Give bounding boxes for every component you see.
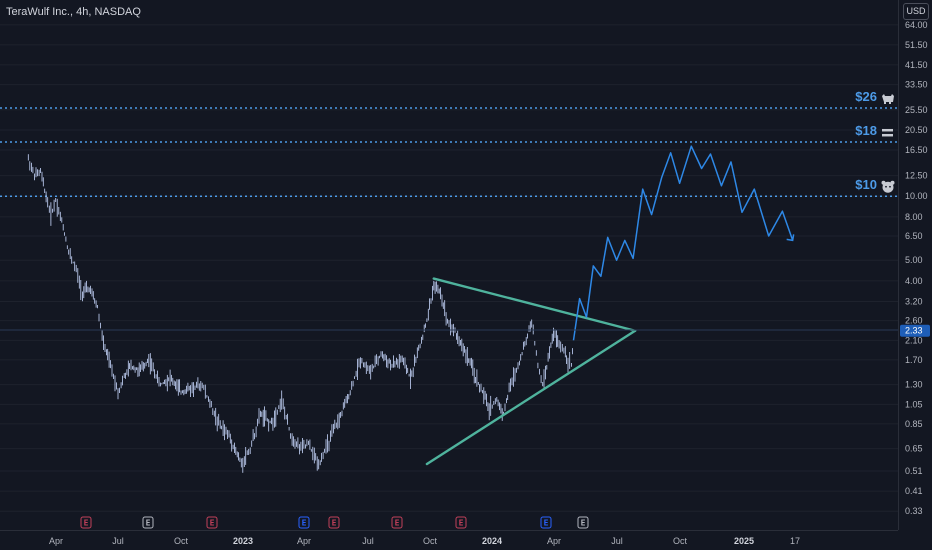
earnings-event-marker[interactable]: E bbox=[80, 516, 92, 529]
price-level-label: $10 bbox=[855, 177, 877, 192]
earnings-event-marker[interactable]: E bbox=[298, 516, 310, 529]
earnings-event-marker[interactable]: E bbox=[391, 516, 403, 529]
price-axis-label: 3.20 bbox=[905, 296, 923, 306]
earnings-event-marker[interactable]: E bbox=[206, 516, 218, 529]
time-axis-label: 2023 bbox=[233, 536, 253, 546]
earnings-event-letter: E bbox=[146, 519, 151, 528]
earnings-event-letter: E bbox=[332, 519, 337, 528]
equals-icon bbox=[882, 128, 893, 137]
earnings-event-marker[interactable]: E bbox=[540, 516, 552, 529]
price-level-label: $26 bbox=[855, 89, 877, 104]
time-axis-label: Apr bbox=[547, 536, 561, 546]
earnings-event-marker[interactable]: E bbox=[577, 516, 589, 529]
time-axis-label: Apr bbox=[49, 536, 63, 546]
price-axis-label: 12.50 bbox=[905, 171, 928, 181]
price-axis-label: 25.50 bbox=[905, 105, 928, 115]
triangle-lower-line[interactable] bbox=[425, 329, 637, 466]
price-axis-label: 1.70 bbox=[905, 355, 923, 365]
projection-arrowhead bbox=[786, 234, 795, 242]
earnings-event-letter: E bbox=[544, 519, 549, 528]
price-axis-label: 0.85 bbox=[905, 419, 923, 429]
price-axis-label: 0.51 bbox=[905, 466, 923, 476]
price-axis-label: 6.50 bbox=[905, 231, 923, 241]
projection-line[interactable] bbox=[572, 145, 794, 341]
price-axis-label: 4.00 bbox=[905, 276, 923, 286]
candlestick-series bbox=[27, 154, 573, 473]
price-axis-label: 5.00 bbox=[905, 255, 923, 265]
projection-path-drawing[interactable] bbox=[572, 145, 795, 341]
price-axis-label: 1.30 bbox=[905, 380, 923, 390]
time-axis-label: 2025 bbox=[734, 536, 754, 546]
price-axis-label: 1.05 bbox=[905, 399, 923, 409]
price-levels: $26 $18 $10 bbox=[0, 89, 898, 197]
time-axis-label: Jul bbox=[611, 536, 623, 546]
earnings-event-marker[interactable]: E bbox=[455, 516, 467, 529]
price-axis-label: 41.50 bbox=[905, 60, 928, 70]
price-axis-label: 0.33 bbox=[905, 506, 923, 516]
time-axis-label: Oct bbox=[174, 536, 189, 546]
price-axis-label: 2.10 bbox=[905, 335, 923, 345]
price-level-label: $18 bbox=[855, 123, 877, 138]
time-axis-label: Oct bbox=[673, 536, 688, 546]
symmetrical-triangle-drawing[interactable] bbox=[425, 277, 637, 466]
time-axis-label: Jul bbox=[362, 536, 374, 546]
earnings-event-letter: E bbox=[395, 519, 400, 528]
earnings-event-letter: E bbox=[459, 519, 464, 528]
price-axis-label: 33.50 bbox=[905, 80, 928, 90]
current-price-tag bbox=[900, 324, 930, 337]
price-axis-label: 0.41 bbox=[905, 486, 923, 496]
price-axis-label: 16.50 bbox=[905, 145, 928, 155]
time-axis-label: Jul bbox=[112, 536, 124, 546]
price-axis[interactable]: 64.00 51.50 41.50 33.50 25.50 20.50 16.50 12.50… bbox=[898, 0, 931, 530]
earnings-event-letter: E bbox=[581, 519, 586, 528]
earnings-event-letter: E bbox=[210, 519, 215, 528]
earnings-event-marker[interactable]: E bbox=[328, 516, 340, 529]
time-axis-label: Oct bbox=[423, 536, 438, 546]
price-axis-label: 8.00 bbox=[905, 212, 923, 222]
bull-icon bbox=[882, 94, 894, 105]
time-axis-label: 17 bbox=[790, 536, 800, 546]
time-axis-label: Apr bbox=[297, 536, 311, 546]
currency-button[interactable]: USD bbox=[903, 3, 929, 20]
time-axis[interactable]: Apr Jul Oct 2023 Apr Jul Oct 2024 Apr Jul Oct 2025 1… bbox=[0, 530, 898, 547]
earnings-event-letter: E bbox=[302, 519, 307, 528]
earnings-event-letter: E bbox=[84, 519, 89, 528]
triangle-upper-line[interactable] bbox=[432, 277, 637, 332]
price-axis-label: 64.00 bbox=[905, 20, 928, 30]
current-price-label: 2.33 bbox=[905, 326, 923, 336]
price-axis-label: 0.65 bbox=[905, 444, 923, 454]
time-axis-label: 2024 bbox=[482, 536, 502, 546]
price-axis-label: 20.50 bbox=[905, 125, 928, 135]
price-axis-label: 2.60 bbox=[905, 316, 923, 326]
symbol-title: TeraWulf Inc., 4h, NASDAQ bbox=[6, 6, 141, 18]
price-axis-label: 10.00 bbox=[905, 191, 928, 201]
earnings-event-marker[interactable]: E bbox=[142, 516, 154, 529]
chart-grid bbox=[0, 24, 898, 512]
price-axis-label: 51.50 bbox=[905, 40, 928, 50]
bear-icon bbox=[881, 180, 895, 193]
